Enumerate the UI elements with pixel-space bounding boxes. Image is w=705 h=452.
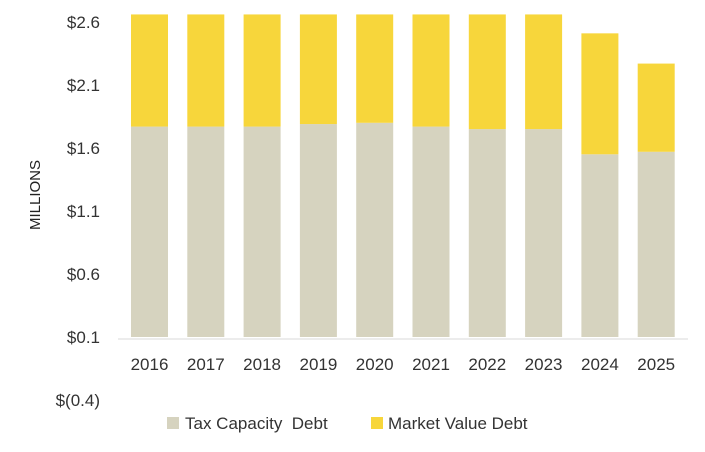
bar-tax-capacity-2019 <box>299 124 337 337</box>
bars <box>131 14 675 337</box>
bar-tax-capacity-2025 <box>637 151 675 337</box>
bar-tax-capacity-2017 <box>187 126 225 337</box>
y-tick-label: $0.6 <box>67 265 100 284</box>
bar-market-value-2023 <box>525 14 563 130</box>
x-tick-label: 2019 <box>299 355 337 374</box>
y-tick-label: $0.1 <box>67 328 100 347</box>
bar-market-value-2022 <box>468 14 506 130</box>
bar-tax-capacity-2016 <box>131 126 168 337</box>
y-tick-label: $2.6 <box>67 13 100 32</box>
x-tick-label: 2020 <box>356 355 394 374</box>
y-axis-label: MILLIONS <box>27 160 44 230</box>
x-tick-label: 2021 <box>412 355 450 374</box>
bar-tax-capacity-2020 <box>356 122 394 337</box>
bar-tax-capacity-2018 <box>243 126 281 337</box>
bar-market-value-2021 <box>412 14 450 127</box>
x-tick-label: 2017 <box>187 355 225 374</box>
bar-tax-capacity-2022 <box>468 129 506 337</box>
x-tick-label: 2016 <box>131 355 169 374</box>
x-tick-label: 2018 <box>243 355 281 374</box>
legend-swatch-tax-capacity <box>167 417 179 429</box>
x-tick-label: 2025 <box>637 355 675 374</box>
bar-tax-capacity-2021 <box>412 126 450 337</box>
bar-market-value-2016 <box>131 14 168 127</box>
legend: Tax Capacity Debt Market Value Debt <box>167 414 528 433</box>
bar-market-value-2017 <box>187 14 225 127</box>
x-tick-label: 2022 <box>468 355 506 374</box>
y-tick-label: $1.1 <box>67 202 100 221</box>
bar-market-value-2020 <box>356 14 394 123</box>
y-tick-label: $2.1 <box>67 76 100 95</box>
legend-label-tax-capacity: Tax Capacity Debt <box>185 414 328 433</box>
bar-market-value-2018 <box>243 14 281 127</box>
bar-tax-capacity-2024 <box>581 154 619 337</box>
x-tick-label: 2024 <box>581 355 619 374</box>
y-tick-labels: $2.6 $2.1 $1.6 $1.1 $0.6 $0.1 $(0.4) <box>56 13 100 410</box>
legend-swatch-market-value <box>371 417 383 429</box>
bar-market-value-2019 <box>299 14 337 125</box>
bar-tax-capacity-2023 <box>525 129 563 337</box>
y-tick-label: $1.6 <box>67 139 100 158</box>
x-tick-label: 2023 <box>525 355 563 374</box>
bar-market-value-2025 <box>637 63 675 152</box>
bar-market-value-2024 <box>581 33 619 155</box>
y-tick-label: $(0.4) <box>56 391 100 410</box>
legend-label-market-value: Market Value Debt <box>388 414 528 433</box>
x-tick-labels: 2016 2017 2018 2019 2020 2021 2022 2023 2024 2025 <box>131 355 676 374</box>
